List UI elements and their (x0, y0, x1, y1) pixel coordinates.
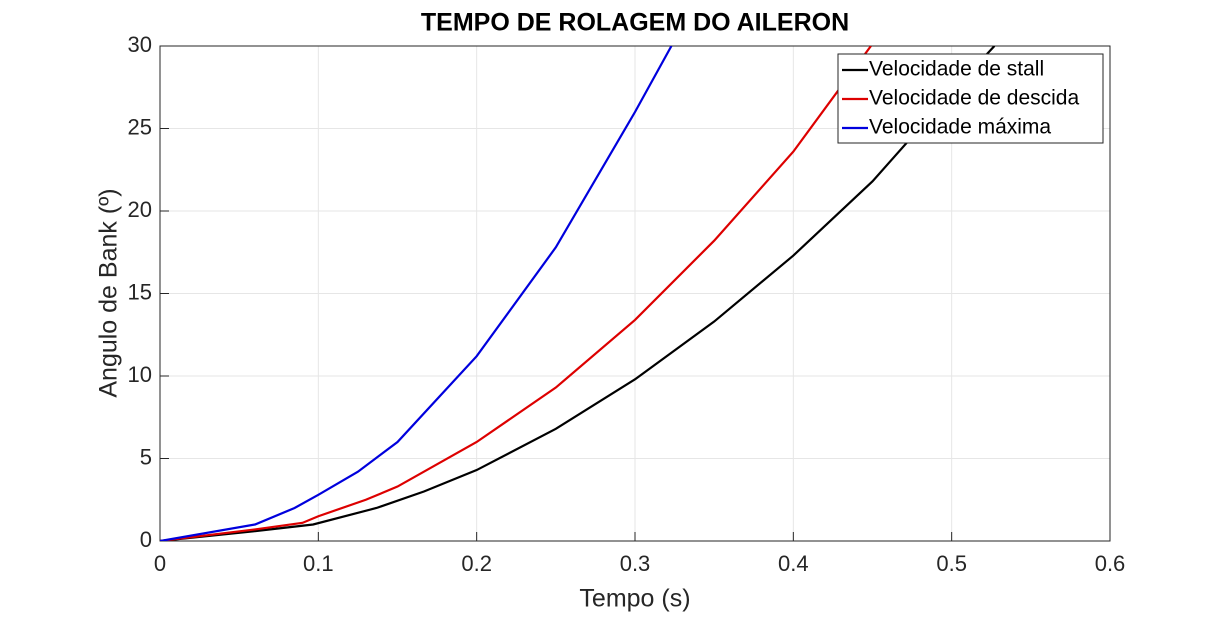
y-tick-label: 15 (128, 279, 152, 304)
x-tick-label: 0.2 (461, 551, 492, 576)
series-line (160, 46, 996, 541)
chart-title: TEMPO DE ROLAGEM DO AILERON (421, 9, 849, 37)
y-tick-label: 5 (140, 444, 152, 469)
legend-box (837, 53, 1104, 144)
y-tick-label: 0 (140, 527, 152, 552)
lines (160, 46, 996, 541)
x-tick-label: 0.4 (778, 551, 809, 576)
series-line (160, 46, 872, 541)
x-tick-label: 0 (154, 551, 166, 576)
x-tick-label: 0.5 (936, 551, 967, 576)
x-axis-label: Tempo (s) (579, 585, 690, 613)
y-axis-label: Angulo de Bank (º) (95, 188, 123, 397)
legend-label: Velocidade de descida (869, 87, 1079, 110)
series-line (160, 46, 673, 541)
x-tick-label: 0.3 (620, 551, 651, 576)
y-tick-label: 20 (128, 197, 152, 222)
x-tick-label: 0.1 (303, 551, 334, 576)
x-tick-label: 0.6 (1095, 551, 1126, 576)
y-tick-label: 10 (128, 362, 152, 387)
legend-label: Velocidade máxima (869, 116, 1051, 139)
axes-box (159, 45, 1111, 542)
y-tick-label: 30 (128, 32, 152, 57)
legend-label: Velocidade de stall (869, 58, 1044, 81)
y-tick-label: 25 (128, 114, 152, 139)
